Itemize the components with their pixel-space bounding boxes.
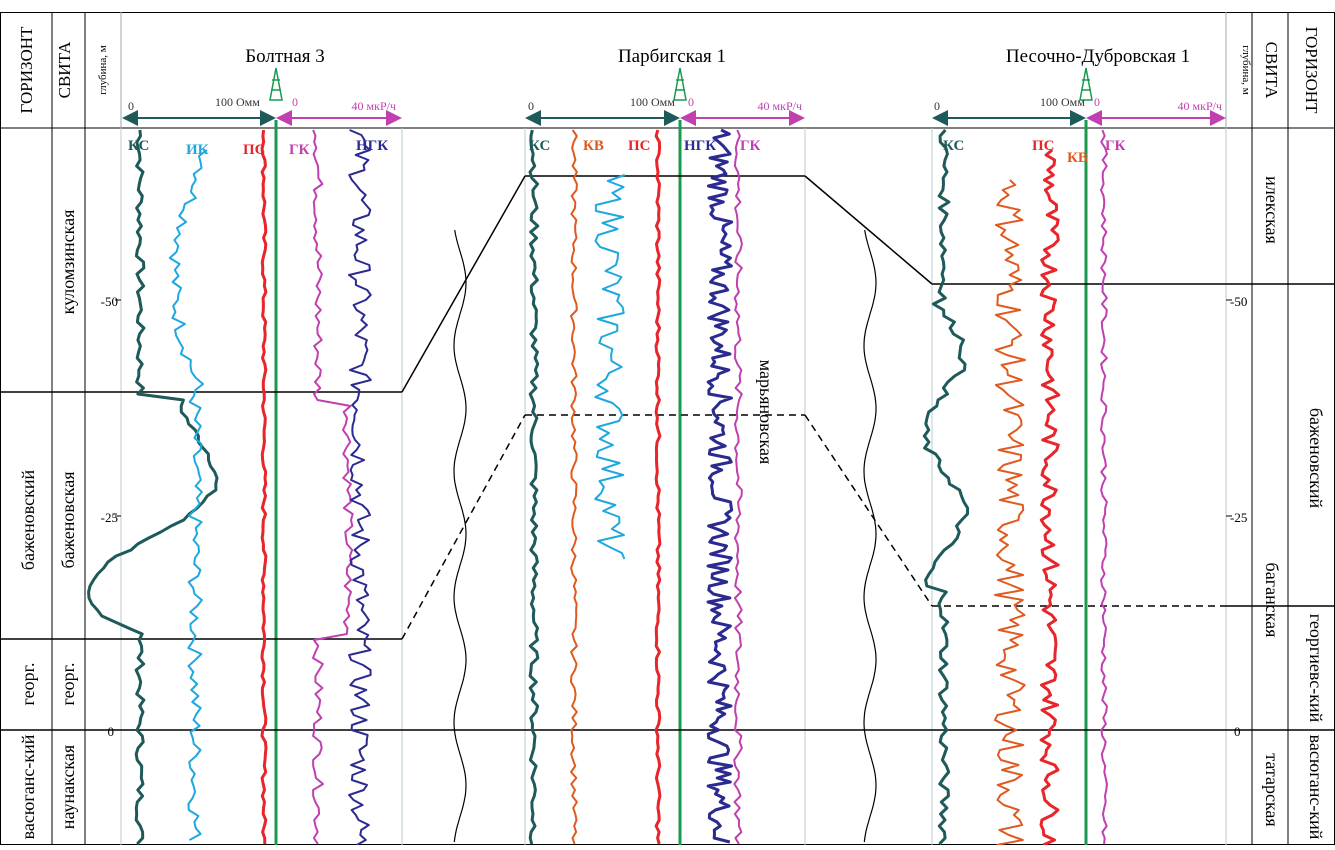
left-horizon-header: ГОРИЗОНТ (17, 26, 36, 113)
left-suite-label: куломзинская (58, 210, 78, 315)
depth-ticks (115, 299, 1232, 517)
center-suite-label: марьяновская (756, 360, 776, 465)
left-suite-label: георг. (58, 663, 78, 706)
scale-max-label: 100 Омм (630, 95, 675, 109)
well-axes (274, 120, 1088, 845)
gk-curve (733, 129, 743, 845)
right-suite-label: баганская (1262, 563, 1282, 638)
left-horizon-label: баженовский (18, 469, 38, 570)
curve-label: ГК (740, 138, 761, 154)
well-name-pesochno: Песочно-Дубровская 1 (1006, 46, 1190, 67)
ks-curve (528, 129, 540, 845)
ngk-curve (348, 129, 372, 846)
horizon-lines (0, 175, 1335, 731)
derrick-icon (673, 67, 687, 101)
scale-min-label: 0 (934, 99, 940, 113)
ps-curve (1039, 148, 1061, 847)
track-gridlines (120, 128, 1227, 845)
scale-min-label: 0 (528, 99, 534, 113)
ngk-curve (706, 128, 734, 844)
scale-min-label: 0 (688, 95, 694, 109)
kv-curve (994, 179, 1026, 846)
left-suite-header: СВИТА (55, 41, 74, 98)
left-suite-label: наунакская (58, 745, 78, 829)
wavy-separator-2 (863, 229, 877, 843)
derrick-icon (269, 67, 283, 101)
right-suite-label: татарская (1262, 753, 1282, 826)
kv-curve (570, 129, 578, 845)
curve-label: НГК (684, 138, 716, 154)
curve-label: ГК (289, 142, 310, 158)
depth-tick-label: 0 (108, 724, 115, 739)
depth-tick-label: -50 (101, 294, 118, 309)
curve-label: НГК (356, 138, 388, 154)
outer-frame (0, 12, 1335, 845)
ks-curve (87, 129, 219, 846)
depth-tick-label: -25 (101, 510, 118, 525)
wavy-separator-1 (453, 229, 467, 843)
curve-label: ПС (243, 142, 266, 158)
well-name-parbigskaya: Парбигская 1 (618, 46, 726, 67)
depth-tick-label: -25 (1230, 510, 1247, 525)
scale-max-label: 100 Омм (1040, 95, 1085, 109)
right-horizon-label: баженовский (1306, 408, 1326, 509)
curve-label: ГК (1105, 138, 1126, 154)
scale-max-label: 40 мкР/ч (352, 99, 396, 113)
right-suite-label: илекская (1262, 176, 1282, 244)
scale-max-label: 40 мкР/ч (1178, 99, 1222, 113)
left-suite-label: баженовская (58, 471, 78, 568)
gk-curve (312, 129, 354, 845)
right-horizon-label: васюганс-кий (1306, 735, 1326, 840)
left-depth-header: глубина, м (97, 45, 109, 95)
curve-label: КВ (583, 138, 604, 154)
scale-min-label: 0 (1094, 95, 1100, 109)
curve-label: КВ (1067, 150, 1088, 166)
depth-tick-label: 0 (1234, 724, 1241, 739)
curve-label: ПС (1032, 138, 1055, 154)
well-name-boltnaya: Болтная 3 (245, 46, 325, 67)
ks-curve (922, 129, 970, 846)
ps-curve (260, 129, 268, 845)
right-depth-header: глубина, м (1240, 45, 1252, 95)
right-horizon-header: ГОРИЗОНТ (1302, 27, 1321, 114)
scale-max-label: 100 Омм (215, 95, 260, 109)
scale-min-label: 0 (128, 99, 134, 113)
right-horizon-label: георгиевс-кий (1306, 614, 1326, 723)
ik-curve (594, 174, 626, 560)
left-horizon-label: васюганс-кий (18, 734, 38, 839)
scale-max-label: 40 мкР/ч (758, 99, 802, 113)
gk-curve (1100, 129, 1108, 845)
curve-label: КС (943, 138, 964, 154)
derrick-icon (1079, 67, 1093, 101)
scale-min-label: 0 (292, 95, 298, 109)
depth-tick-label: -50 (1230, 294, 1247, 309)
ik-curve (168, 149, 208, 841)
right-suite-header: СВИТА (1262, 42, 1281, 99)
log-curves (87, 128, 1108, 847)
ps-curve (654, 129, 662, 845)
curve-label: ПС (628, 138, 651, 154)
left-horizon-label: георг. (18, 663, 38, 706)
curve-label: КС (529, 138, 550, 154)
